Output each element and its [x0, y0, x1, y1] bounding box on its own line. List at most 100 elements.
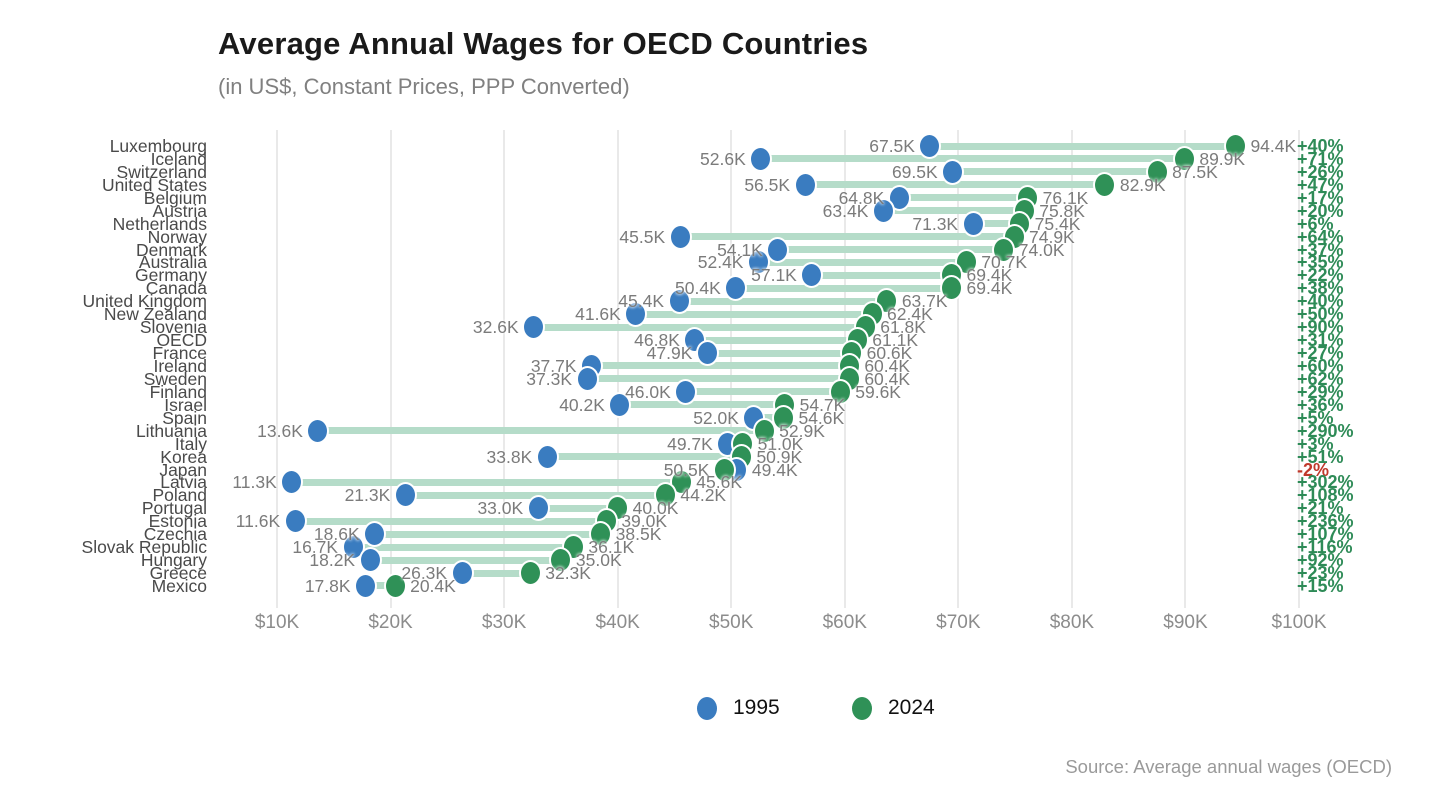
value-label-2024: 60.4K: [864, 355, 911, 376]
value-label-2024: 59.6K: [855, 381, 901, 402]
dumbbell-connector: [735, 284, 952, 292]
x-tick-label: $90K: [1163, 612, 1208, 633]
dot-2024: [653, 482, 677, 509]
value-label-1995: 63.4K: [822, 200, 869, 221]
value-label-2024: 89.9K: [1199, 148, 1246, 169]
value-label-2024: 61.8K: [880, 317, 926, 338]
dot-2024: [549, 547, 573, 574]
dumbbell-connector: [538, 504, 618, 512]
value-label-1995: 40.2K: [559, 394, 605, 415]
dot-1995: [283, 508, 307, 535]
pct-change-label: +92%: [1297, 550, 1344, 571]
dot-1995: [393, 482, 417, 509]
value-label-2024: 20.4K: [410, 575, 456, 596]
value-label-1995: 47.9K: [646, 343, 693, 364]
dumbbell-connector: [353, 543, 574, 551]
value-label-2024: 61.1K: [872, 330, 919, 351]
country-label: Finland: [149, 381, 207, 402]
pct-change-label: +290%: [1297, 420, 1354, 441]
dot-1995: [608, 391, 632, 418]
value-label-1995: 46.0K: [625, 381, 671, 402]
legend: 1995 2024: [0, 694, 1440, 724]
dot-1995: [695, 340, 719, 367]
country-label: France: [152, 343, 207, 364]
x-tick-label: $20K: [368, 612, 413, 633]
value-label-2024: 45.6K: [696, 472, 742, 493]
value-label-1995: 11.6K: [235, 511, 281, 532]
dumbbell-connector: [365, 582, 396, 590]
dot-1995: [535, 443, 559, 470]
value-label-2024: 63.7K: [901, 291, 948, 312]
value-label-1995: 50.5K: [663, 459, 710, 480]
dot-1995: [667, 288, 691, 315]
dumbbell-connector: [635, 310, 873, 318]
x-tick-label: $80K: [1049, 612, 1095, 633]
gridline: [503, 130, 506, 608]
chart-subtitle: (in US$, Constant Prices, PPP Converted): [218, 74, 630, 99]
dot-1995: [800, 262, 824, 289]
country-label: Mexico: [151, 575, 207, 596]
value-label-1995: 52.0K: [693, 407, 739, 428]
x-tick-label: $50K: [709, 612, 754, 633]
value-label-1995: 33.8K: [486, 446, 533, 467]
dot-1995: [280, 469, 304, 496]
value-label-1995: 56.5K: [744, 174, 791, 195]
country-label: Sweden: [143, 368, 207, 389]
x-tick-label: $60K: [822, 612, 867, 633]
dumbbell-connector: [777, 246, 1004, 254]
value-label-1995: 54.1K: [717, 239, 763, 260]
pct-change-label: +23%: [1297, 563, 1344, 584]
dot-2024: [992, 236, 1016, 263]
value-label-1995: 52.6K: [700, 148, 746, 169]
dumbbell-connector: [533, 323, 866, 331]
pct-change-label: +236%: [1297, 511, 1354, 532]
dot-1995: [961, 210, 985, 237]
country-label: Czechia: [143, 524, 207, 545]
value-label-1995: 16.7K: [292, 537, 339, 558]
dot-2024: [940, 275, 964, 302]
dumbbell-connector: [811, 271, 952, 279]
value-label-1995: 50.4K: [675, 278, 721, 299]
pct-change-label: +17%: [1297, 187, 1344, 208]
pct-change-label: +90%: [1297, 317, 1344, 338]
value-label-2024: 76.1K: [1042, 187, 1089, 208]
value-label-2024: 39.0K: [621, 511, 668, 532]
country-label: Netherlands: [112, 213, 207, 234]
chart-title: Average Annual Wages for OECD Countries: [218, 26, 869, 61]
value-label-2024: 52.9K: [779, 420, 825, 441]
value-label-2024: 62.4K: [887, 304, 933, 325]
dumbbell-connector: [374, 530, 601, 538]
value-label-1995: 46.8K: [634, 330, 680, 351]
pct-change-label: +107%: [1297, 524, 1354, 545]
country-label: Greece: [149, 563, 207, 584]
gridline: [1184, 130, 1187, 608]
dot-1995: [871, 197, 895, 224]
value-label-1995: 32.6K: [472, 317, 519, 338]
country-label: Lithuania: [135, 420, 207, 441]
country-label: Norway: [147, 226, 207, 247]
dot-1995: [354, 572, 378, 599]
dot-1995: [793, 171, 817, 198]
pct-change-label: +47%: [1297, 174, 1344, 195]
pct-change-label: +40%: [1297, 291, 1344, 312]
dot-1995: [450, 560, 474, 587]
country-label: Belgium: [143, 187, 207, 208]
x-tick-label: $100K: [1271, 612, 1327, 633]
pct-change-label: +31%: [1297, 330, 1344, 351]
pct-change-label: +40%: [1297, 136, 1344, 156]
value-label-2024: 75.4K: [1034, 213, 1081, 234]
legend-label-2024: 2024: [888, 696, 935, 719]
value-label-2024: 82.9K: [1119, 174, 1166, 195]
pct-change-label: +50%: [1297, 304, 1344, 325]
dot-2024: [1172, 145, 1196, 172]
dumbbell-connector: [694, 336, 858, 344]
dumbbell-connector: [685, 388, 841, 396]
country-label: Slovak Republic: [81, 537, 207, 558]
value-label-2024: 49.4K: [751, 459, 798, 480]
country-label: Luxembourg: [109, 136, 207, 156]
country-label: Portugal: [141, 498, 207, 519]
value-label-1995: 37.7K: [530, 355, 577, 376]
pct-change-label: +38%: [1297, 278, 1344, 299]
value-label-1995: 13.6K: [257, 420, 303, 441]
dot-2024: [518, 560, 542, 587]
